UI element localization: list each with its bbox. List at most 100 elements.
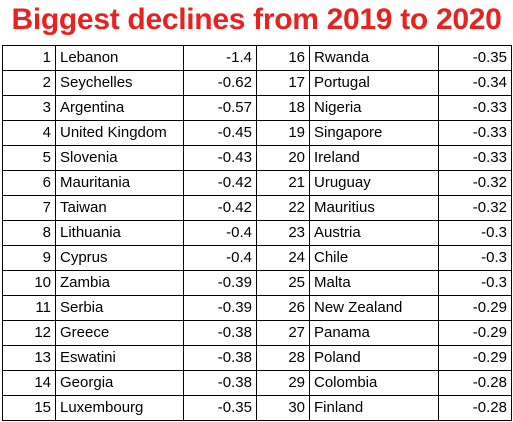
country-cell: Rwanda (309, 45, 439, 71)
value-cell: -0.3 (438, 245, 512, 271)
table-row: 11 Serbia -0.39 26 New Zealand -0.29 (2, 295, 512, 321)
value-cell: -0.33 (438, 95, 512, 121)
value-cell: -0.62 (183, 70, 257, 96)
value-cell: -0.39 (183, 270, 257, 296)
country-cell: Malta (309, 270, 439, 296)
country-cell: Eswatini (55, 345, 184, 371)
rank-cell: 21 (256, 170, 310, 196)
table-row: 1 Lebanon -1.4 16 Rwanda -0.35 (2, 45, 512, 71)
rank-cell: 26 (256, 295, 310, 321)
country-cell: Mauritius (309, 195, 439, 221)
rank-cell: 27 (256, 320, 310, 346)
table-row: 3 Argentina -0.57 18 Nigeria -0.33 (2, 95, 512, 121)
rank-cell: 1 (2, 45, 56, 71)
rank-cell: 18 (256, 95, 310, 121)
rank-cell: 24 (256, 245, 310, 271)
country-cell: Luxembourg (55, 395, 184, 421)
value-cell: -0.42 (183, 195, 257, 221)
rank-cell: 22 (256, 195, 310, 221)
rank-cell: 15 (2, 395, 56, 421)
value-cell: -0.35 (183, 395, 257, 421)
table-row: 14 Georgia -0.38 29 Colombia -0.28 (2, 370, 512, 396)
country-cell: Portugal (309, 70, 439, 96)
value-cell: -1.4 (183, 45, 257, 71)
country-cell: Zambia (55, 270, 184, 296)
table-row: 2 Seychelles -0.62 17 Portugal -0.34 (2, 70, 512, 96)
rank-cell: 13 (2, 345, 56, 371)
country-cell: Finland (309, 395, 439, 421)
country-cell: Uruguay (309, 170, 439, 196)
value-cell: -0.4 (183, 245, 257, 271)
country-cell: Lebanon (55, 45, 184, 71)
value-cell: -0.29 (438, 345, 512, 371)
page-title: Biggest declines from 2019 to 2020 (11, 3, 502, 36)
value-cell: -0.38 (183, 370, 257, 396)
rank-cell: 6 (2, 170, 56, 196)
table-row: 12 Greece -0.38 27 Panama -0.29 (2, 320, 512, 346)
rank-cell: 2 (2, 70, 56, 96)
country-cell: Singapore (309, 120, 439, 146)
rank-cell: 11 (2, 295, 56, 321)
rank-cell: 19 (256, 120, 310, 146)
country-cell: Greece (55, 320, 184, 346)
rank-cell: 23 (256, 220, 310, 246)
table-row: 15 Luxembourg -0.35 30 Finland -0.28 (2, 395, 512, 421)
rank-cell: 20 (256, 145, 310, 171)
rank-cell: 4 (2, 120, 56, 146)
country-cell: Chile (309, 245, 439, 271)
table-row: 6 Mauritania -0.42 21 Uruguay -0.32 (2, 170, 512, 196)
rank-cell: 7 (2, 195, 56, 221)
table-row: 5 Slovenia -0.43 20 Ireland -0.33 (2, 145, 512, 171)
country-cell: Colombia (309, 370, 439, 396)
value-cell: -0.45 (183, 120, 257, 146)
value-cell: -0.32 (438, 170, 512, 196)
country-cell: Serbia (55, 295, 184, 321)
rank-cell: 17 (256, 70, 310, 96)
value-cell: -0.28 (438, 395, 512, 421)
table-row: 9 Cyprus -0.4 24 Chile -0.3 (2, 245, 512, 271)
rank-cell: 8 (2, 220, 56, 246)
country-cell: Taiwan (55, 195, 184, 221)
country-cell: Lithuania (55, 220, 184, 246)
country-cell: New Zealand (309, 295, 439, 321)
table-row: 7 Taiwan -0.42 22 Mauritius -0.32 (2, 195, 512, 221)
rankings-table: 1 Lebanon -1.4 16 Rwanda -0.35 2 Seychelles -0.6… (2, 45, 512, 421)
table-row: 13 Eswatini -0.38 28 Poland -0.29 (2, 345, 512, 371)
country-cell: Slovenia (55, 145, 184, 171)
rank-cell: 9 (2, 245, 56, 271)
value-cell: -0.39 (183, 295, 257, 321)
rank-cell: 16 (256, 45, 310, 71)
value-cell: -0.3 (438, 270, 512, 296)
value-cell: -0.57 (183, 95, 257, 121)
rank-cell: 10 (2, 270, 56, 296)
country-cell: Panama (309, 320, 439, 346)
value-cell: -0.28 (438, 370, 512, 396)
country-cell: Seychelles (55, 70, 184, 96)
rank-cell: 25 (256, 270, 310, 296)
country-cell: United Kingdom (55, 120, 184, 146)
rank-cell: 14 (2, 370, 56, 396)
country-cell: Georgia (55, 370, 184, 396)
country-cell: Nigeria (309, 95, 439, 121)
value-cell: -0.34 (438, 70, 512, 96)
value-cell: -0.4 (183, 220, 257, 246)
value-cell: -0.29 (438, 295, 512, 321)
country-cell: Poland (309, 345, 439, 371)
value-cell: -0.38 (183, 345, 257, 371)
value-cell: -0.42 (183, 170, 257, 196)
value-cell: -0.32 (438, 195, 512, 221)
value-cell: -0.33 (438, 120, 512, 146)
rank-cell: 12 (2, 320, 56, 346)
table-row: 8 Lithuania -0.4 23 Austria -0.3 (2, 220, 512, 246)
table-row: 4 United Kingdom -0.45 19 Singapore -0.33 (2, 120, 512, 146)
country-cell: Austria (309, 220, 439, 246)
value-cell: -0.38 (183, 320, 257, 346)
value-cell: -0.33 (438, 145, 512, 171)
value-cell: -0.35 (438, 45, 512, 71)
rank-cell: 29 (256, 370, 310, 396)
value-cell: -0.43 (183, 145, 257, 171)
rank-cell: 3 (2, 95, 56, 121)
country-cell: Argentina (55, 95, 184, 121)
rank-cell: 28 (256, 345, 310, 371)
country-cell: Cyprus (55, 245, 184, 271)
